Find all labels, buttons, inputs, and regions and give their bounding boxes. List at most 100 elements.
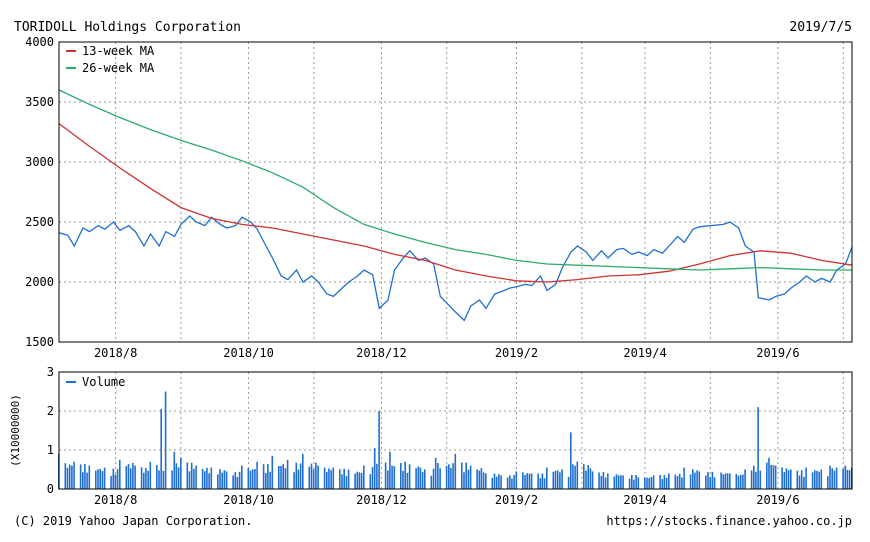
- volume-bar: [158, 470, 160, 489]
- volume-bar: [576, 461, 579, 489]
- x-tick-label: 2018/8: [94, 493, 137, 507]
- volume-bar: [790, 469, 792, 489]
- volume-bar: [450, 468, 452, 489]
- volume-bar: [127, 464, 130, 489]
- volume-bar: [513, 475, 515, 489]
- volume-bar: [676, 476, 679, 489]
- volume-bar: [707, 472, 709, 489]
- x-tick-label: 2019/2: [495, 346, 538, 360]
- volume-bar: [757, 407, 759, 489]
- volume-bar: [217, 474, 219, 489]
- volume-bar: [164, 391, 167, 489]
- volume-bar: [681, 477, 683, 489]
- volume-bar: [387, 470, 389, 489]
- volume-bar: [180, 457, 182, 489]
- volume-bar: [448, 464, 450, 489]
- volume-bar: [842, 468, 844, 489]
- volume-bar: [201, 468, 204, 489]
- volume-bar: [556, 470, 559, 489]
- volume-bar: [326, 472, 328, 489]
- volume-bar: [689, 474, 692, 489]
- x-tick-label: 2019/6: [756, 493, 799, 507]
- volume-bar: [461, 462, 463, 489]
- x-tick-label: 2018/12: [356, 493, 407, 507]
- y-tick-label: 1: [47, 443, 54, 457]
- volume-unit-label: (X10000000): [9, 394, 22, 467]
- volume-bar: [415, 468, 417, 489]
- x-tick-label: 2019/4: [623, 346, 666, 360]
- volume-bar: [280, 466, 282, 489]
- volume-bar: [376, 463, 378, 489]
- volume-bar: [500, 475, 502, 489]
- volume-bar: [193, 468, 195, 489]
- volume-bar: [570, 432, 572, 489]
- volume-bar: [400, 463, 402, 489]
- volume-bar: [341, 474, 343, 489]
- y-tick-label: 2: [47, 404, 54, 418]
- volume-bar: [295, 462, 298, 489]
- volume-bar: [345, 476, 348, 489]
- volume-bar: [831, 468, 833, 489]
- volume-bar: [798, 475, 801, 489]
- volume-bar: [617, 475, 620, 489]
- volume-bar: [310, 463, 313, 489]
- volume-bar: [559, 472, 561, 489]
- ma13-line: [58, 123, 853, 283]
- x-tick-label: 2019/2: [495, 493, 538, 507]
- y-tick-label: 0: [47, 482, 54, 496]
- source-url: https://stocks.finance.yahoo.co.jp: [606, 514, 852, 528]
- volume-bar: [384, 462, 387, 489]
- volume-bar: [613, 476, 616, 489]
- volume-bar: [476, 469, 478, 489]
- volume-bar: [604, 477, 607, 489]
- volume-bar: [631, 475, 633, 489]
- volume-bar: [482, 472, 485, 489]
- volume-bar: [683, 467, 685, 489]
- volume-bar: [785, 468, 788, 489]
- volume-bar: [286, 459, 289, 490]
- volume-bar: [530, 473, 533, 489]
- y-tick-label: 3000: [25, 155, 54, 169]
- volume-bar: [269, 471, 271, 489]
- volume-bar: [421, 472, 424, 489]
- y-tick-label: 3: [47, 365, 54, 379]
- volume-bar: [637, 477, 640, 489]
- volume-bar: [186, 462, 189, 489]
- volume-bar: [256, 461, 258, 489]
- volume-bar: [234, 472, 237, 489]
- volume-bar: [600, 475, 603, 489]
- volume-bar: [147, 470, 149, 489]
- volume-bar: [469, 465, 472, 489]
- volume-bar: [330, 470, 332, 489]
- company-name: TORIDOLL Holdings Corporation: [14, 20, 241, 35]
- volume-bar: [114, 474, 117, 489]
- volume-bar: [554, 470, 557, 489]
- volume-bar: [720, 472, 722, 489]
- volume-bar: [323, 467, 326, 489]
- volume-bar: [829, 465, 831, 489]
- volume-bar: [668, 473, 670, 489]
- volume-bar: [177, 467, 180, 489]
- volume-bar: [73, 461, 75, 489]
- volume-bar: [68, 464, 71, 489]
- volume-bar: [511, 478, 513, 489]
- volume-bar: [116, 469, 119, 489]
- x-tick-label: 2019/4: [623, 493, 666, 507]
- volume-bar: [574, 465, 576, 489]
- y-tick-label: 2500: [25, 215, 54, 229]
- volume-bar: [315, 462, 317, 489]
- volume-bar: [262, 464, 265, 489]
- volume-bar: [726, 473, 729, 489]
- volume-bar: [735, 474, 738, 489]
- volume-bar: [190, 462, 193, 489]
- volume-bar: [206, 467, 208, 489]
- volume-bar: [97, 469, 99, 489]
- volume-bar: [404, 461, 406, 489]
- volume-bar: [112, 468, 115, 489]
- volume-bar: [524, 474, 526, 489]
- volume-bar: [143, 472, 145, 489]
- volume-bar: [360, 473, 363, 489]
- volume-bar: [491, 478, 494, 489]
- volume-bar: [389, 451, 391, 489]
